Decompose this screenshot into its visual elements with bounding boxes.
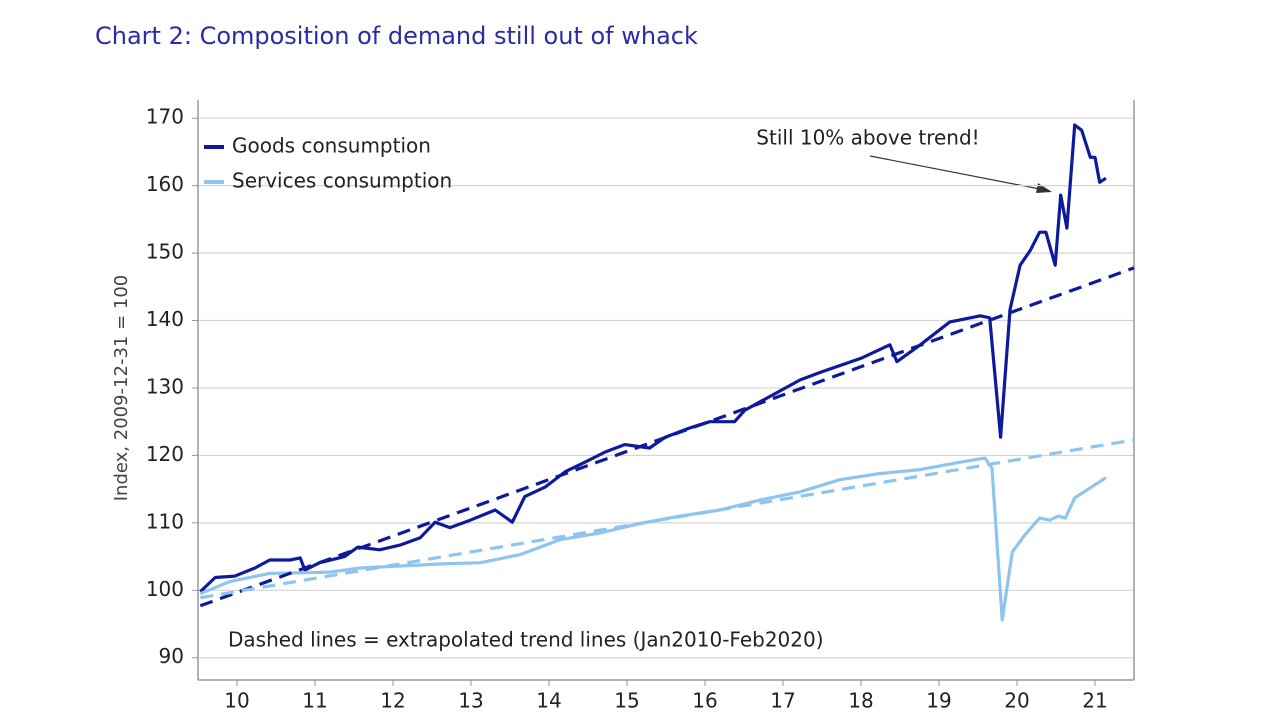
- arrow-head: [1036, 183, 1052, 193]
- x-tick-label: 15: [614, 689, 639, 713]
- series-line: [199, 456, 1107, 622]
- trend-line: [200, 438, 1135, 600]
- y-tick-label: 100: [146, 577, 184, 601]
- x-tick-label: 21: [1082, 689, 1107, 713]
- y-axis-label: Index, 2009-12-31 = 100: [111, 275, 132, 502]
- x-tick-label: 18: [848, 689, 873, 713]
- x-tick-label: 13: [458, 689, 483, 713]
- y-tick-label: 90: [159, 644, 184, 668]
- y-tick-label: 110: [146, 509, 184, 533]
- y-tick-label: 170: [146, 105, 184, 129]
- legend-label: Goods consumption: [232, 134, 431, 158]
- legend-label: Services consumption: [232, 169, 452, 193]
- y-tick-label: 140: [146, 307, 184, 331]
- x-tick-label: 10: [224, 689, 249, 713]
- trend-line: [199, 266, 1135, 608]
- annotation: Still 10% above trend!: [756, 126, 979, 150]
- y-tick-label: 150: [146, 240, 184, 264]
- series-line: [199, 123, 1107, 593]
- x-tick-label: 16: [692, 689, 717, 713]
- y-tick-label: 130: [146, 374, 184, 398]
- x-tick-label: 11: [302, 689, 327, 713]
- x-tick-label: 12: [380, 689, 405, 713]
- y-tick-label: 120: [146, 442, 184, 466]
- x-tick-label: 20: [1004, 689, 1029, 713]
- note: Dashed lines = extrapolated trend lines …: [228, 628, 824, 652]
- x-tick-label: 14: [536, 689, 561, 713]
- x-tick-label: 19: [926, 689, 951, 713]
- chart-title: Chart 2: Composition of demand still out…: [95, 22, 698, 50]
- x-tick-label: 17: [770, 689, 795, 713]
- y-tick-label: 160: [146, 172, 184, 196]
